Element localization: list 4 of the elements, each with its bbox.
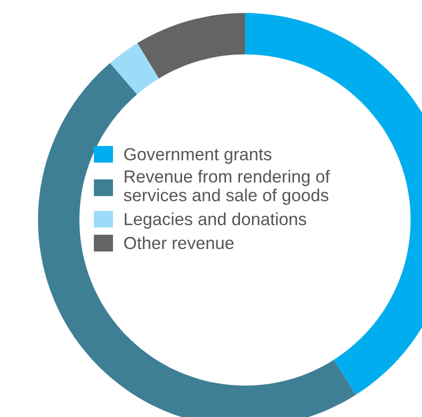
legend-label: Government grants <box>124 148 272 164</box>
legend-label: Other revenue <box>124 236 234 250</box>
legend-label: Revenue from rendering of services and sale of goods <box>124 170 330 205</box>
legend-label: Legacies and donations <box>124 212 306 229</box>
